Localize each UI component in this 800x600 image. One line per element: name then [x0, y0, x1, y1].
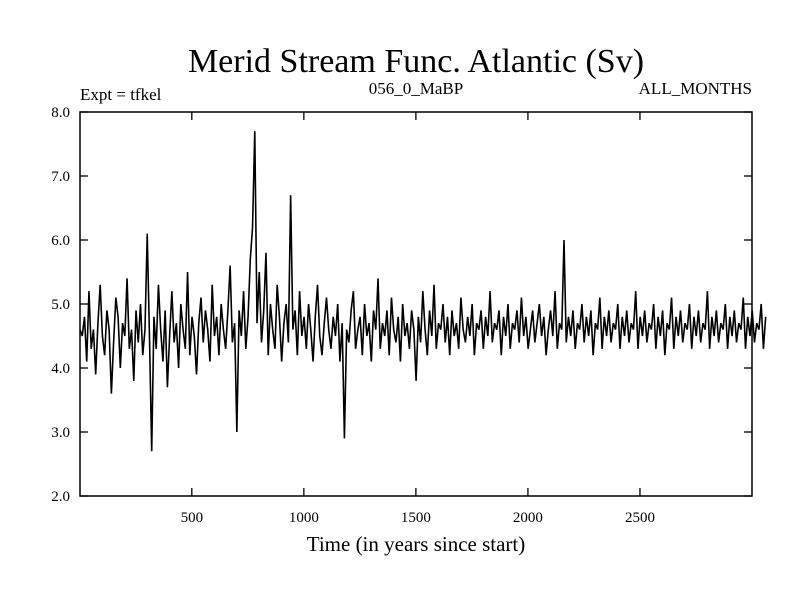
plot-area	[79, 131, 767, 452]
x-tick-label: 2500	[625, 510, 655, 526]
x-tick-label: 1500	[401, 510, 431, 526]
x-tick-label: 2000	[513, 510, 543, 526]
y-tick-label: 5.0	[51, 297, 70, 313]
series-line	[79, 131, 767, 452]
x-axis: 500 1000 1500 2000 2500	[181, 112, 655, 526]
y-tick-label: 4.0	[51, 361, 70, 377]
x-tick-label: 500	[181, 510, 204, 526]
y-axis: 2.0 3.0 4.0 5.0 6.0 7.0 8.0	[51, 105, 752, 505]
y-tick-label: 3.0	[51, 425, 70, 441]
subtitle-right: ALL_MONTHS	[639, 79, 752, 98]
y-tick-label: 2.0	[51, 489, 70, 505]
subtitle-left: Expt = tfkel	[80, 85, 162, 104]
chart-title: Merid Stream Func. Atlantic (Sv)	[188, 43, 644, 80]
subtitle-center: 056_0_MaBP	[369, 79, 463, 98]
x-axis-label: Time (in years since start)	[307, 532, 526, 556]
y-tick-label: 8.0	[51, 105, 70, 121]
y-tick-label: 7.0	[51, 169, 70, 185]
y-tick-label: 6.0	[51, 233, 70, 249]
x-tick-label: 1000	[289, 510, 319, 526]
